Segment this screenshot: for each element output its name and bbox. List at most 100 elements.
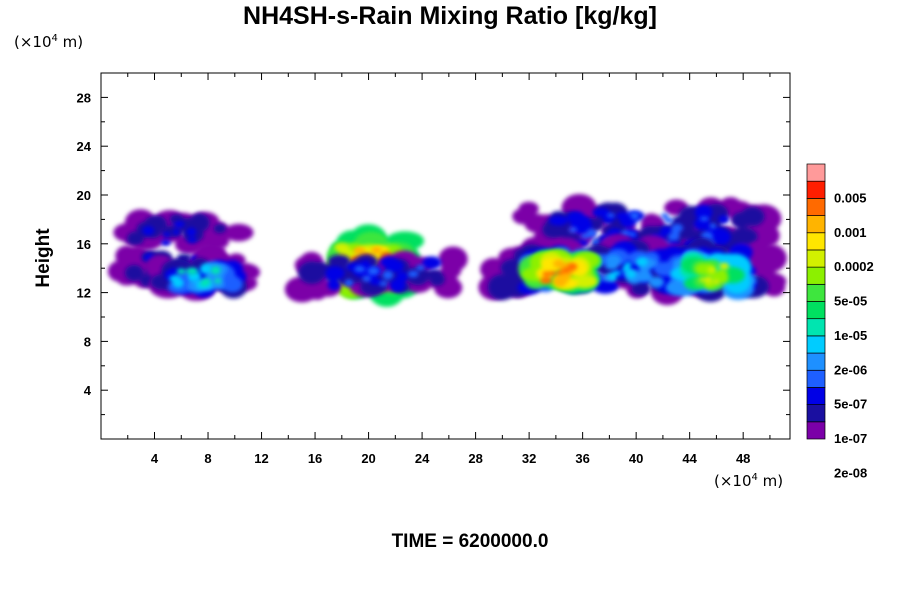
x-tick-label: 24 xyxy=(415,451,430,466)
contour-blob xyxy=(560,274,571,282)
contour-blob xyxy=(607,228,622,236)
colorbar-label: 2e-08 xyxy=(834,465,867,480)
contour-blob xyxy=(649,276,665,288)
contour-blob xyxy=(327,254,351,268)
x-tick-label: 44 xyxy=(682,451,697,466)
contour-blob xyxy=(354,266,366,273)
contour-blob xyxy=(542,220,571,239)
contour-blob xyxy=(699,277,707,283)
contour-blob xyxy=(382,270,394,280)
contour-level xyxy=(142,220,197,246)
contour-blob xyxy=(540,277,553,284)
x-tick-label: 36 xyxy=(575,451,589,466)
y-tick-label: 20 xyxy=(77,188,91,203)
contour-blob xyxy=(298,261,326,284)
plot-frame xyxy=(100,72,791,440)
contour-blob xyxy=(605,254,622,267)
contour-blob xyxy=(344,279,354,287)
colorbar-swatch xyxy=(806,352,826,371)
contour-blob xyxy=(210,266,221,275)
contour-blob xyxy=(124,264,144,281)
contour-blob xyxy=(631,283,651,296)
contour-blob xyxy=(635,256,648,267)
contour-blob xyxy=(667,232,680,241)
contour-blob xyxy=(719,262,730,270)
contour-blob xyxy=(189,213,210,232)
contour-blob xyxy=(626,270,637,279)
y-tick-label: 8 xyxy=(84,334,91,349)
y-axis: 4 8 12 16 20 24 28 xyxy=(77,90,790,416)
colorbar-swatch xyxy=(806,215,826,234)
contour-blob xyxy=(555,216,568,225)
x-tick-label: 48 xyxy=(736,451,750,466)
contour-blob xyxy=(709,223,717,229)
x-tick-label: 8 xyxy=(204,451,211,466)
contour-blob xyxy=(199,263,212,274)
colorbar-swatch xyxy=(806,421,826,440)
contour-blob xyxy=(621,265,631,272)
contour-blob xyxy=(572,274,598,289)
contour-blob xyxy=(548,271,556,277)
x-axis-unit: (×104 m) xyxy=(714,472,784,490)
contour-blob xyxy=(707,266,716,274)
contour-blob xyxy=(580,233,591,239)
contour-blob xyxy=(416,264,425,271)
contour-blob xyxy=(367,266,380,276)
contour-blob xyxy=(187,237,197,243)
contour-blob xyxy=(440,261,462,279)
contour-blob xyxy=(568,227,578,233)
contour-blob xyxy=(327,279,341,291)
contour-blob xyxy=(671,223,684,233)
colorbar-label: 5e-07 xyxy=(834,397,867,412)
x-tick-label: 12 xyxy=(254,451,268,466)
contour-blob xyxy=(661,213,669,219)
y-axis-label: Height xyxy=(33,228,54,288)
colorbar-swatch xyxy=(806,283,826,302)
contour-blob xyxy=(740,207,765,227)
contour-blob xyxy=(730,227,758,246)
contour-level xyxy=(699,262,730,285)
colorbar-swatch xyxy=(806,163,826,182)
contour-blob xyxy=(142,226,155,236)
x-tick-label: 4 xyxy=(151,451,159,466)
contour-blob xyxy=(371,246,382,255)
contour-blob xyxy=(567,263,578,271)
contour-blob xyxy=(542,271,551,277)
x-axis: 4 8 12 16 20 24 28 32 36 40 44 48 xyxy=(127,73,771,466)
contour-blob xyxy=(487,274,517,301)
contour-blob xyxy=(176,268,186,275)
x-tick-label: 16 xyxy=(308,451,322,466)
colorbar-swatch xyxy=(806,232,826,251)
colorbar-swatch xyxy=(806,404,826,423)
contour-blob xyxy=(172,229,180,235)
contour-blob xyxy=(353,247,366,255)
contour-blob xyxy=(568,214,588,225)
contour-level xyxy=(344,264,425,287)
colorbar-swatch xyxy=(806,249,826,268)
contour-blob xyxy=(162,232,171,237)
contour-blob xyxy=(592,207,610,217)
contour-level xyxy=(540,263,578,284)
contour-blob xyxy=(694,204,713,221)
colorbar-swatch xyxy=(806,180,826,199)
contour-blob xyxy=(518,201,539,216)
contour-blob xyxy=(213,224,226,234)
contour-blob xyxy=(125,245,149,266)
contour-blob xyxy=(624,262,632,267)
y-tick-label: 24 xyxy=(77,139,92,154)
x-tick-label: 20 xyxy=(361,451,375,466)
colorbar: 0.005 0.001 0.0002 5e-05 1e-05 2e-06 5e-07 1e-0… xyxy=(806,163,874,480)
contour-blob xyxy=(553,259,565,268)
contour-blob xyxy=(380,256,398,268)
time-label: TIME = 6200000.0 xyxy=(391,531,549,552)
contour-blob xyxy=(694,217,711,231)
contour-field xyxy=(107,193,787,307)
y-axis-unit: (×104 m) xyxy=(14,33,84,51)
colorbar-swatch xyxy=(806,301,826,320)
contour-blob xyxy=(379,281,388,287)
contour-blob xyxy=(429,272,445,286)
colorbar-swatch xyxy=(806,387,826,405)
x-tick-label: 28 xyxy=(468,451,482,466)
contour-blob xyxy=(223,223,254,242)
colorbar-swatch xyxy=(806,198,826,216)
